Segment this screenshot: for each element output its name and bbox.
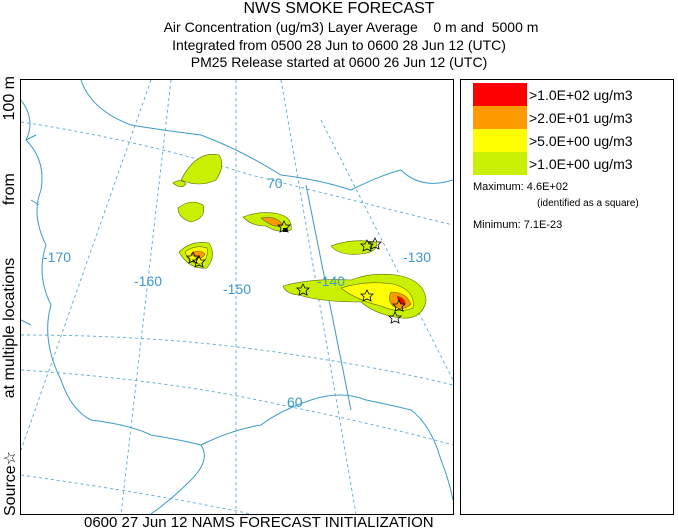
source-star-9 [388,311,402,324]
lon-label-130: -130 [403,249,431,265]
coastline [21,80,453,514]
legend-swatch-level-2 [473,129,527,152]
legend-label-level-2: >5.0E+00 ug/m3 [529,133,633,149]
latitude-line-65 [21,334,453,386]
forecast-title: NWS SMOKE FORECAST [243,0,435,17]
side-label-height: 100 m [1,76,18,121]
forecast-subtitle-release: PM25 Release started at 0600 26 Jun 12 (… [190,54,488,70]
gulf-coast [200,394,453,501]
lon-label-160: -160 [134,273,162,289]
plume-central-north [177,201,205,223]
lat-label-70: 70 [267,175,283,191]
longitude-line-140 [280,80,357,514]
source-markers [186,220,406,324]
plume-yukon-flats-core [260,217,284,227]
plume-northwest [180,153,223,185]
source-star-5 [368,237,382,250]
plume-northwest-small [172,180,187,188]
longitude-line-130 [320,119,453,381]
plume-west-core [190,250,206,259]
source-star-4 [360,239,374,252]
side-label-at-multiple: at multiple locations [1,257,18,399]
source-star-6 [296,283,310,296]
source-star-3 [192,255,206,268]
side-label-from: from [1,173,18,206]
legend-swatch-level-3 [473,106,527,129]
lon-label-150: -150 [223,281,251,297]
latitude-line-70 [21,121,453,226]
lon-label-170: -170 [43,249,71,265]
islands-west [21,134,40,326]
forecast-subtitle-integration: Integrated from 0500 28 Jun to 0600 28 J… [172,37,506,53]
latitude-line-60 [21,369,453,446]
legend-maximum-note: (identified as a square) [537,198,639,209]
legend-swatch-level-4 [473,83,527,106]
canada-border [305,184,352,411]
arctic-coast [80,80,453,191]
bering-coast [21,99,205,514]
lon-label-140: -140 [317,273,345,289]
legend-label-level-4: >1.0E+02 ug/m3 [529,87,633,103]
lat-label-60: 60 [287,394,303,410]
legend-minimum: Minimum: 7.1E-23 [473,219,563,231]
legend-maximum: Maximum: 4.6E+02 [473,181,569,193]
latitude-line-55 [21,474,252,514]
forecast-subtitle-concentration: Air Concentration (ug/m3) Layer Average … [163,19,539,35]
smoke-plumes [172,153,427,319]
graticule [21,80,453,514]
source-star-8 [392,299,406,312]
legend-label-level-1: >1.0E+00 ug/m3 [529,156,633,172]
side-label-source: Source☆ [2,450,19,516]
concentration-legend: >1.0E+02 ug/m3 >2.0E+01 ug/m3 >5.0E+00 u… [460,79,674,515]
legend-label-level-3: >2.0E+01 ug/m3 [529,110,633,126]
initialization-footer: 0600 27 Jun 12 NAMS FORECAST INITIALIZAT… [84,514,434,531]
smoke-map: -170 -160 -150 -140 -130 70 60 [20,79,454,515]
source-star-7 [360,289,374,302]
longitude-line-160 [120,80,172,514]
legend-swatch-level-1 [473,152,527,175]
source-star-2 [186,251,200,264]
maximum-marker-square [283,228,287,232]
longitude-line-170 [21,80,152,451]
